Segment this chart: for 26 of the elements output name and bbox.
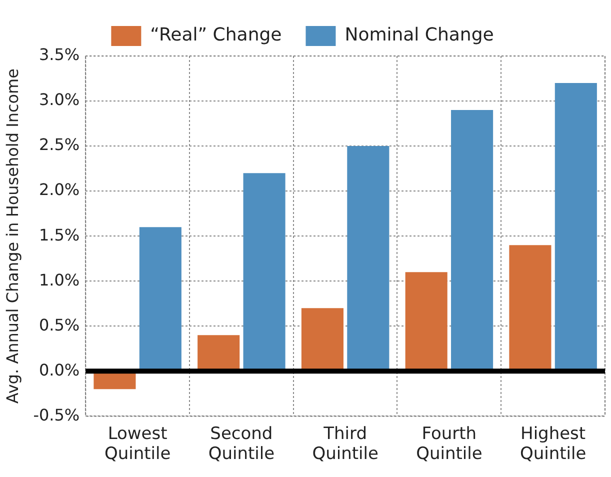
bar [243, 173, 286, 371]
x-tick-label: Highest Quintile [520, 424, 586, 464]
bar [198, 335, 240, 371]
bar [139, 227, 182, 371]
x-tick-label: Second Quintile [208, 424, 275, 464]
bar [509, 245, 552, 371]
y-tick-label: 3.5% [38, 45, 80, 64]
y-tick-label: -0.5% [33, 405, 80, 424]
legend-label: “Real” Change [150, 24, 282, 46]
y-tick-label: 0.0% [38, 360, 80, 380]
bar [451, 110, 494, 371]
y-axis-title: Avg. Annual Change in Household Income [2, 68, 22, 404]
y-tick-label: 0.5% [38, 315, 80, 334]
x-tick-label: Lowest Quintile [104, 424, 171, 464]
bar [347, 146, 390, 371]
legend-label: Nominal Change [344, 24, 494, 46]
bar [301, 308, 344, 371]
bar [405, 272, 448, 371]
y-tick-label: 2.5% [38, 135, 80, 154]
y-tick-label: 1.5% [38, 225, 80, 244]
x-tick-label: Fourth Quintile [416, 424, 482, 464]
y-tick-label: 2.0% [38, 180, 80, 200]
x-tick-label: Third Quintile [312, 424, 378, 464]
bar [554, 83, 597, 371]
y-tick-label: 1.0% [38, 270, 80, 290]
y-tick-label: 3.0% [38, 90, 80, 110]
